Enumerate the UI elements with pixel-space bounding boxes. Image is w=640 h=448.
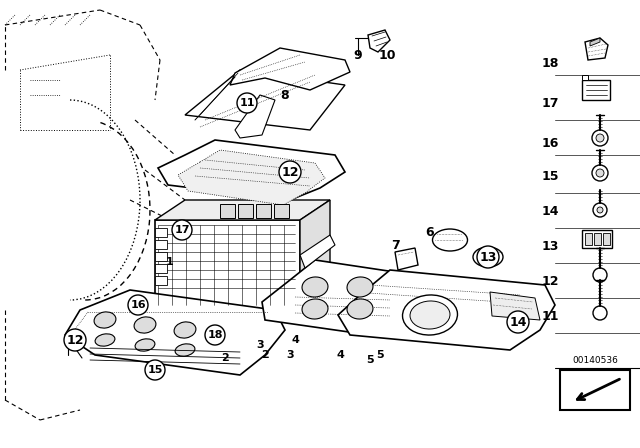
Text: 10: 10 — [378, 48, 396, 61]
Bar — [155, 240, 167, 249]
Text: 1: 1 — [166, 257, 174, 267]
Ellipse shape — [135, 339, 155, 351]
Bar — [585, 233, 592, 245]
Text: 16: 16 — [541, 137, 559, 150]
Bar — [560, 370, 630, 410]
Bar — [220, 204, 235, 218]
Ellipse shape — [95, 334, 115, 346]
Bar — [155, 264, 167, 273]
Text: 2: 2 — [221, 353, 229, 363]
Circle shape — [477, 246, 499, 268]
Polygon shape — [235, 95, 275, 138]
Ellipse shape — [175, 344, 195, 356]
Bar — [274, 204, 289, 218]
Polygon shape — [490, 292, 540, 320]
Polygon shape — [158, 140, 345, 200]
Text: 11: 11 — [239, 98, 255, 108]
Polygon shape — [178, 150, 325, 205]
Bar — [582, 80, 610, 100]
Polygon shape — [230, 48, 350, 90]
Text: 9: 9 — [354, 48, 362, 61]
Circle shape — [593, 268, 607, 282]
Text: 4: 4 — [291, 335, 299, 345]
Circle shape — [593, 306, 607, 320]
Text: 16: 16 — [130, 300, 146, 310]
Text: 6: 6 — [426, 225, 435, 238]
Text: 5: 5 — [376, 350, 384, 360]
Text: 17: 17 — [174, 225, 189, 235]
Ellipse shape — [347, 299, 373, 319]
Polygon shape — [582, 75, 588, 80]
Ellipse shape — [410, 301, 450, 329]
Circle shape — [597, 207, 603, 213]
Text: 18: 18 — [207, 330, 223, 340]
Bar — [155, 252, 167, 261]
Circle shape — [172, 220, 192, 240]
Text: 00140536: 00140536 — [572, 356, 618, 365]
Text: 12: 12 — [67, 333, 84, 346]
Text: 14: 14 — [541, 204, 559, 217]
Bar — [603, 233, 610, 245]
Polygon shape — [155, 200, 330, 220]
Text: 17: 17 — [541, 96, 559, 109]
Circle shape — [596, 169, 604, 177]
Text: 15: 15 — [147, 365, 163, 375]
Bar — [582, 230, 612, 248]
Ellipse shape — [302, 277, 328, 297]
Ellipse shape — [473, 247, 503, 267]
Circle shape — [592, 130, 608, 146]
Text: 8: 8 — [281, 89, 289, 102]
Bar — [155, 220, 300, 310]
Polygon shape — [368, 30, 390, 52]
Polygon shape — [585, 38, 608, 60]
Text: 3: 3 — [256, 340, 264, 350]
Bar — [155, 276, 167, 285]
Bar — [594, 233, 601, 245]
Polygon shape — [300, 235, 335, 268]
Ellipse shape — [347, 277, 373, 297]
Circle shape — [205, 325, 225, 345]
Circle shape — [596, 134, 604, 142]
Polygon shape — [262, 260, 420, 335]
Circle shape — [145, 360, 165, 380]
Bar — [238, 204, 253, 218]
Circle shape — [592, 165, 608, 181]
Bar — [155, 228, 167, 237]
Ellipse shape — [433, 229, 467, 251]
Text: 2: 2 — [261, 350, 269, 360]
Text: 4: 4 — [336, 350, 344, 360]
Text: 12: 12 — [281, 165, 299, 178]
Text: 18: 18 — [541, 56, 559, 69]
Polygon shape — [590, 38, 600, 46]
Polygon shape — [300, 200, 330, 285]
Circle shape — [507, 311, 529, 333]
Polygon shape — [185, 70, 345, 130]
Circle shape — [128, 295, 148, 315]
Circle shape — [279, 161, 301, 183]
Polygon shape — [65, 290, 285, 375]
Polygon shape — [338, 270, 555, 350]
Ellipse shape — [174, 322, 196, 338]
Circle shape — [64, 329, 86, 351]
Ellipse shape — [94, 312, 116, 328]
Text: 15: 15 — [541, 169, 559, 182]
Ellipse shape — [134, 317, 156, 333]
Text: 7: 7 — [390, 238, 399, 251]
Text: 14: 14 — [509, 315, 527, 328]
Text: 3: 3 — [286, 350, 294, 360]
Circle shape — [237, 93, 257, 113]
Bar — [256, 204, 271, 218]
Polygon shape — [395, 248, 418, 270]
Ellipse shape — [403, 295, 458, 335]
Text: 5: 5 — [366, 355, 374, 365]
Text: 11: 11 — [541, 310, 559, 323]
Text: 13: 13 — [479, 250, 497, 263]
Text: 12: 12 — [541, 275, 559, 288]
Circle shape — [593, 203, 607, 217]
Text: 13: 13 — [541, 240, 559, 253]
Ellipse shape — [302, 299, 328, 319]
